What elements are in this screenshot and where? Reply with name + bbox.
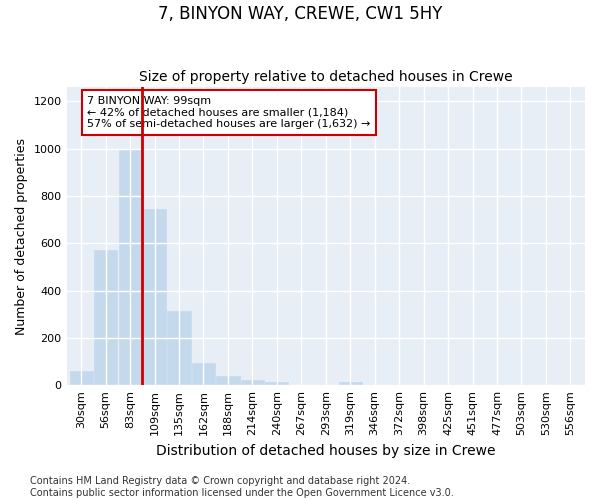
Title: Size of property relative to detached houses in Crewe: Size of property relative to detached ho… xyxy=(139,70,512,85)
Bar xyxy=(70,371,93,385)
Bar xyxy=(265,382,289,385)
Y-axis label: Number of detached properties: Number of detached properties xyxy=(15,138,28,334)
Text: Contains HM Land Registry data © Crown copyright and database right 2024.
Contai: Contains HM Land Registry data © Crown c… xyxy=(30,476,454,498)
Bar xyxy=(338,382,362,385)
Text: 7, BINYON WAY, CREWE, CW1 5HY: 7, BINYON WAY, CREWE, CW1 5HY xyxy=(158,5,442,23)
Bar xyxy=(94,250,117,385)
Bar xyxy=(192,362,215,385)
Bar xyxy=(167,310,191,385)
Bar xyxy=(217,376,239,385)
Text: 7 BINYON WAY: 99sqm
← 42% of detached houses are smaller (1,184)
57% of semi-det: 7 BINYON WAY: 99sqm ← 42% of detached ho… xyxy=(87,96,371,129)
Bar xyxy=(119,148,142,385)
X-axis label: Distribution of detached houses by size in Crewe: Distribution of detached houses by size … xyxy=(156,444,496,458)
Bar xyxy=(143,209,166,385)
Bar xyxy=(241,380,264,385)
